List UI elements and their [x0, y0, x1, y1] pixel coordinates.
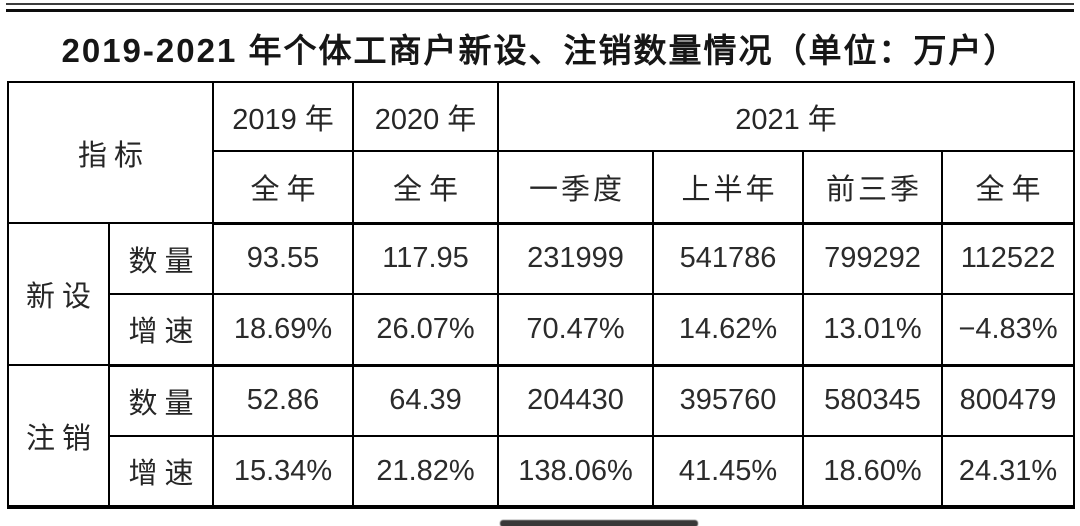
header-indicator: 指标 [6, 81, 215, 224]
value-cell: 204430 [497, 364, 655, 437]
value-cell: 64.39 [352, 364, 500, 437]
top-divider-thin [6, 3, 1074, 5]
header-period-2019-fullyear: 全年 [212, 150, 355, 225]
header-period-2021-fullyear: 全年 [941, 150, 1076, 225]
metric-label-quantity: 数量 [107, 364, 215, 437]
value-cell: 26.07% [352, 293, 500, 367]
value-cell: 14.62% [652, 293, 805, 367]
header-period-2020-fullyear: 全年 [352, 150, 500, 225]
value-cell: 541786 [652, 222, 805, 295]
table-row-new-quantity: 新设 数量 93.55 117.95 231999 541786 799292 … [7, 222, 1076, 366]
top-divider-thick [6, 9, 1074, 12]
value-cell: 112522 [941, 222, 1076, 295]
metric-label-quantity: 数量 [107, 222, 215, 295]
header-row-periods: 全年 全年 一季度 上半年 前三季 全年 [8, 150, 1076, 225]
value-cell: 231999 [497, 222, 655, 295]
table-row-cancel-growth: 增速 15.34% 21.82% 138.06% 41.45% 18.60% 2… [8, 435, 1076, 508]
value-cell: 117.95 [352, 222, 500, 295]
value-cell: 70.47% [497, 293, 655, 367]
header-period-h1: 上半年 [652, 150, 805, 225]
header-2020: 2020 年 [352, 81, 500, 152]
value-cell: 15.34% [212, 435, 355, 508]
value-cell: 13.01% [802, 293, 944, 367]
header-2019: 2019 年 [212, 81, 355, 152]
value-cell: −4.83% [941, 293, 1076, 367]
page-title: 2019-2021 年个体工商户新设、注销数量情况（单位：万户） [61, 32, 1019, 69]
value-cell: 93.55 [212, 222, 355, 295]
header-period-q1: 一季度 [497, 150, 655, 225]
value-cell: 18.60% [802, 435, 944, 508]
header-period-9m: 前三季 [802, 150, 944, 225]
value-cell: 580345 [802, 364, 944, 437]
data-table: 指标 2019 年 2020 年 2021 年 全年 全年 一季度 上半年 前三… [6, 81, 1076, 509]
value-cell: 21.82% [352, 435, 500, 508]
value-cell: 800479 [941, 364, 1076, 437]
cropped-watermark [500, 520, 698, 526]
group-label-cancel: 注销 [7, 364, 110, 508]
value-cell: 138.06% [497, 435, 655, 508]
table-row-cancel-quantity: 注销 数量 52.86 64.39 204430 395760 580345 8… [7, 364, 1076, 508]
value-cell: 41.45% [652, 435, 805, 508]
metric-label-growth: 增速 [107, 293, 215, 367]
metric-label-growth: 增速 [107, 435, 215, 508]
value-cell: 18.69% [212, 293, 355, 367]
value-cell: 395760 [652, 364, 805, 437]
header-2021: 2021 年 [497, 81, 1076, 152]
value-cell: 24.31% [941, 435, 1076, 508]
table-row-new-growth: 增速 18.69% 26.07% 70.47% 14.62% 13.01% −4… [8, 293, 1076, 367]
value-cell: 52.86 [212, 364, 355, 437]
header-row-years: 指标 2019 年 2020 年 2021 年 [6, 81, 1076, 224]
value-cell: 799292 [802, 222, 944, 295]
group-label-new: 新设 [7, 222, 110, 366]
